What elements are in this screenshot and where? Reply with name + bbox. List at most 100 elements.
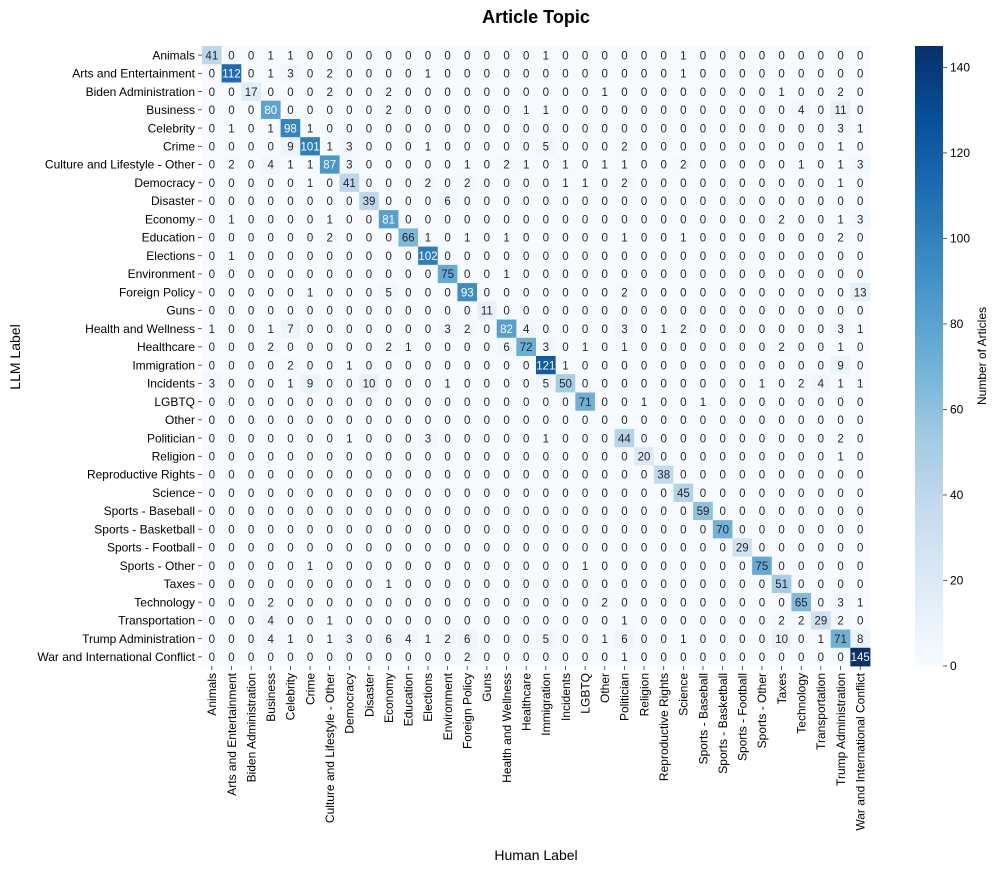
cell-value-label: 1 — [798, 160, 804, 172]
heatmap-cell — [378, 392, 399, 412]
cell-value-label: 0 — [661, 579, 667, 591]
cell-value-label: 0 — [385, 470, 391, 482]
cell-value-label: 0 — [464, 87, 470, 99]
heatmap-cell — [437, 118, 458, 138]
heatmap-cell — [850, 374, 871, 393]
heatmap-cell — [634, 447, 655, 466]
cell-value-label: 0 — [228, 634, 234, 646]
heatmap-cell — [339, 538, 360, 557]
cell-value-label: 0 — [287, 470, 293, 482]
cell-value-label: 0 — [641, 579, 647, 591]
x-tick-label: Democracy — [343, 673, 357, 734]
cell-value-label: 0 — [268, 251, 274, 263]
heatmap-cell — [457, 593, 478, 612]
heatmap-cell — [418, 392, 439, 412]
heatmap-cell — [280, 228, 301, 247]
heatmap-cell — [673, 447, 694, 466]
heatmap-cell — [536, 538, 557, 557]
cell-value-label: 0 — [366, 397, 372, 409]
heatmap-cell — [398, 593, 419, 612]
heatmap-cell — [378, 611, 399, 630]
cell-value-label: 0 — [543, 233, 549, 245]
heatmap-cell — [536, 155, 557, 175]
cell-value-label: 1 — [327, 214, 333, 226]
heatmap-cell — [752, 629, 773, 649]
heatmap-cell — [811, 283, 832, 302]
cell-value-label: 0 — [228, 415, 234, 427]
cell-value-label: 0 — [366, 160, 372, 172]
heatmap-cell — [791, 301, 812, 320]
heatmap-cell — [437, 46, 458, 65]
heatmap-cell — [516, 82, 537, 102]
heatmap-cell — [280, 483, 301, 503]
heatmap-cell — [260, 611, 281, 630]
heatmap-cell — [594, 82, 615, 102]
cell-value-label: 0 — [346, 470, 352, 482]
heatmap-cell — [359, 593, 380, 612]
heatmap-cell — [555, 556, 576, 576]
heatmap-cell — [712, 647, 733, 667]
heatmap-cell — [634, 520, 655, 539]
cell-value-label: 0 — [287, 415, 293, 427]
cell-value-label: 0 — [268, 233, 274, 245]
heatmap-cell — [319, 100, 340, 120]
heatmap-cell — [712, 246, 733, 266]
cell-value-label: 0 — [602, 233, 608, 245]
heatmap-cell — [280, 428, 301, 448]
heatmap-cell — [594, 483, 615, 503]
heatmap-cell — [378, 647, 399, 667]
heatmap-cell — [260, 173, 281, 193]
heatmap-cell — [280, 246, 301, 266]
cell-value-label: 5 — [543, 141, 549, 153]
cell-value-label: 65 — [795, 597, 808, 609]
heatmap-cell — [418, 465, 439, 485]
cell-value-label: 0 — [798, 50, 804, 62]
y-tick-label: Economy — [145, 212, 195, 226]
cell-value-label: 0 — [818, 196, 824, 208]
heatmap-cell — [300, 593, 321, 612]
heatmap-cell — [319, 191, 340, 211]
cell-value-label: 0 — [719, 470, 725, 482]
cell-value-label: 0 — [346, 233, 352, 245]
cell-value-label: 0 — [680, 379, 686, 391]
heatmap-cell — [594, 538, 615, 557]
heatmap-cell — [712, 264, 733, 284]
heatmap-cell — [516, 356, 537, 375]
cell-value-label: 0 — [425, 360, 431, 372]
heatmap-cell — [555, 574, 576, 594]
heatmap-cell — [437, 264, 458, 284]
heatmap-cell — [712, 319, 733, 339]
cell-value-label: 0 — [228, 342, 234, 354]
heatmap-cell — [712, 82, 733, 102]
x-tick-label: Economy — [382, 673, 396, 723]
heatmap-cell — [555, 392, 576, 412]
heatmap-cell — [555, 337, 576, 357]
cell-value-label: 0 — [523, 561, 529, 573]
cell-value-label: 0 — [661, 178, 667, 190]
heatmap-cell — [477, 319, 498, 339]
cell-value-label: 20 — [638, 451, 651, 463]
heatmap-cell — [339, 118, 360, 138]
cell-value-label: 0 — [248, 397, 254, 409]
cell-value-label: 0 — [464, 543, 470, 555]
cell-value-label: 0 — [719, 616, 725, 628]
heatmap-cell — [496, 64, 517, 83]
cell-value-label: 0 — [759, 306, 765, 318]
x-tick-label: Education — [402, 673, 416, 726]
heatmap-cell — [653, 647, 674, 667]
heatmap-cell — [339, 64, 360, 83]
cell-value-label: 0 — [700, 50, 706, 62]
heatmap-cell — [614, 520, 635, 539]
cell-value-label: 0 — [857, 433, 863, 445]
heatmap-cell — [260, 447, 281, 466]
heatmap-cell — [418, 64, 439, 83]
heatmap-cell — [594, 264, 615, 284]
heatmap-cell — [477, 246, 498, 266]
heatmap-cell — [712, 392, 733, 412]
cell-value-label: 0 — [503, 506, 509, 518]
cell-value-label: 82 — [500, 324, 513, 336]
cell-value-label: 0 — [837, 506, 843, 518]
heatmap-cell — [575, 283, 596, 302]
cell-value-label: 0 — [287, 214, 293, 226]
heatmap-cell — [516, 191, 537, 211]
